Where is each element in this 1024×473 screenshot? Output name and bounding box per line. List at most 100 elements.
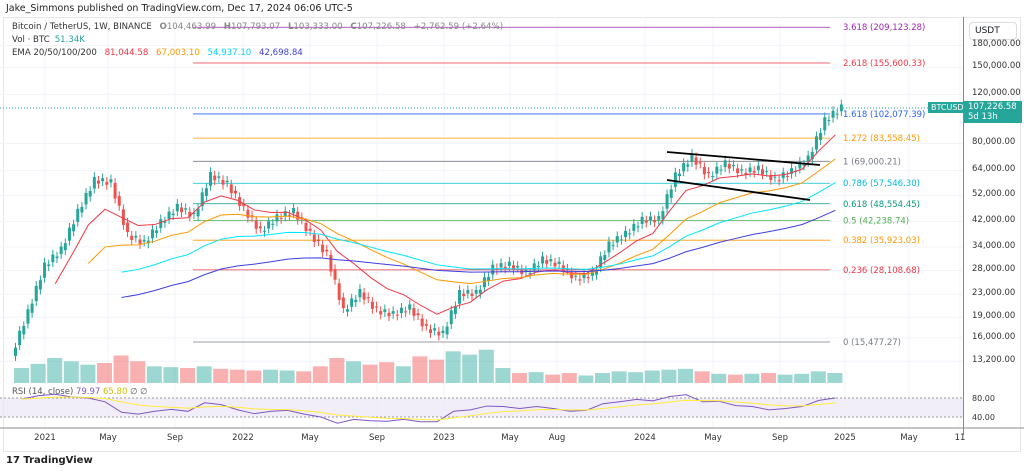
volume-bar [296,371,312,383]
candle-body [823,117,827,131]
candle-body [126,222,130,233]
ema50-line [88,158,836,285]
candle-body [204,188,208,196]
candle-body [466,290,470,294]
candle-body [785,175,789,177]
currency-selector[interactable]: USDT [969,22,1017,40]
fib-level-label: 0.5 (42,238.74) [843,217,909,227]
logo-text: TradingView [23,455,93,466]
candle-body [267,221,271,229]
candle-body [92,177,96,189]
candle-body [682,163,686,172]
candle-body [835,113,839,115]
candle-body [47,264,51,267]
time-tick: 11 [954,433,966,443]
candle-body [51,254,55,263]
price-tick: 180,000.00 [972,39,1021,50]
candle-body [678,173,681,176]
fib-level-label: 0.382 (35,923.03) [843,236,920,246]
tradingview-logo[interactable]: 𝟭𝟳 TradingView [6,455,93,466]
candle-body [524,270,528,272]
bar-countdown: 5d 13h [968,112,998,122]
candle-body [14,347,17,356]
candle-body [412,308,416,316]
candle-body [806,155,810,163]
tradingview-logo-icon: 𝟭𝟳 [6,455,24,466]
volume-bar [246,370,262,383]
candle-body [97,180,100,184]
candle-body [553,262,557,267]
candle-body [258,226,262,229]
fib-level-label: 1.272 (83,558.45) [843,134,920,144]
candle-body [810,151,814,160]
candle-body [719,169,723,171]
candle-body [557,261,561,264]
fib-level-label: 0.618 (48,554.45) [843,200,920,210]
channel-line [666,151,821,166]
time-tick: Sep [771,433,789,443]
chart-frame[interactable] [3,17,1021,452]
candle-body [507,261,511,266]
candle-body [632,223,636,231]
candle-body [731,164,735,167]
rsi-tick: 80.00 [972,394,995,403]
candle-body [38,280,42,290]
candle-body [159,219,163,228]
volume-bar [213,368,229,383]
rsi-ma-value: 65.80 [103,387,128,397]
fib-level-label: 1 (69,000.21) [843,157,901,167]
candle-body [80,206,84,213]
candle-body [619,239,623,241]
candle-body [292,208,296,214]
candle-body [337,283,341,300]
volume-bar [229,369,245,383]
volume-bar [429,359,444,383]
candle-body [76,208,80,222]
candle-body [756,165,760,171]
candle-body [624,230,628,238]
candle-body [723,160,727,168]
price-tick: 120,000.00 [972,88,1021,99]
candle-body [429,329,432,333]
candle-body [532,263,536,271]
volume-value: 51.34K [54,35,85,45]
candle-body [453,306,457,314]
candle-body [673,172,677,187]
candle-body [184,208,188,210]
candle-body [607,241,611,253]
close-value: 107,226.58 [356,22,406,32]
last-price: 107,226.58 [968,102,1017,112]
candle-body [188,211,192,217]
time-tick: May [301,433,319,443]
volume-bar [30,363,46,383]
candle-body [541,256,545,264]
candle-body [134,235,138,238]
candle-body [661,211,665,220]
price-tick: 34,000.00 [972,240,1016,251]
candle-body [167,211,171,219]
fib-level-label: 1.618 (102,077.39) [843,110,925,120]
candle-body [358,288,362,298]
candle-body [599,256,603,268]
candle-body [640,216,644,224]
ema100-line [121,182,836,273]
fib-level-label: 0.236 (28,108.68) [843,266,920,276]
candle-body [503,266,507,269]
volume-bar [63,361,79,383]
price-tick: 52,000.00 [972,189,1016,200]
candle-body [101,178,105,182]
candle-body [574,275,578,277]
candle-body [727,163,731,169]
candle-body [628,233,632,235]
volume-label: Vol · BTC [12,35,50,45]
volume-bar [379,362,395,383]
price-tick: 28,000.00 [972,264,1016,275]
candle-body [839,104,843,112]
high-value: 107,793.07 [230,22,281,32]
candle-body [570,272,574,279]
volume-bar [727,374,743,383]
candle-body [146,240,150,244]
candle-body [711,176,715,178]
candle-body [117,196,121,206]
